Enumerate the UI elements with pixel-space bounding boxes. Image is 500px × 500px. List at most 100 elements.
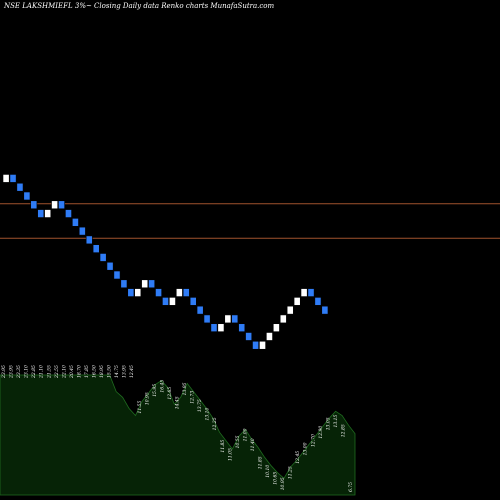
price-label: 13.75 [197,399,203,412]
price-label: 12.85 [341,424,347,437]
renko-bricks [2,174,329,350]
down-brick [85,235,93,245]
price-label: 12.90 [318,426,324,439]
price-label: 22.85 [31,365,37,379]
up-brick [141,279,149,289]
price-label: 22.10 [61,365,67,379]
up-brick [175,288,183,297]
price-label: 10.95 [144,392,150,405]
down-brick [113,270,121,280]
volume-fill [0,374,356,496]
down-brick [321,305,329,315]
up-brick [293,297,301,306]
down-brick [30,200,38,210]
price-label: 23.95 [9,365,15,379]
down-brick [37,209,45,218]
price-label: 13.00 [303,442,309,455]
price-label: 18.70 [76,365,82,378]
price-label: 11.40 [250,438,256,451]
price-label: 13.95 [122,365,128,378]
down-brick [196,305,204,315]
price-label: 21.55 [46,365,52,379]
price-label: 11.55 [137,400,143,413]
down-brick [189,297,197,306]
up-brick [51,200,59,210]
down-brick [203,314,211,324]
price-label: 17.85 [84,365,90,378]
price-label: 11.05 [227,448,233,461]
price-label: 18.95 [99,365,105,378]
down-brick [314,297,322,306]
price-label: 22.55 [54,365,60,379]
up-brick [134,288,142,297]
price-label: 11.00 [242,428,248,441]
price-label: 10.95 [280,477,286,490]
price-label: 14.75 [114,365,120,378]
down-brick [231,314,239,324]
up-brick [266,332,273,341]
volume-area [0,374,356,496]
price-label: 12.73 [190,391,196,404]
price-label: 13.15 [333,414,339,427]
down-brick [238,323,246,332]
up-brick [169,297,176,306]
chart-title: NSE LAKSHMIEFL 3%~ Closing Daily data Re… [3,2,275,10]
price-label: 13.05 [325,417,331,430]
price-label: 23.35 [16,365,22,379]
price-label: 20.45 [69,365,75,379]
price-label: 10.65 [273,472,279,485]
price-label: 12.45 [129,365,135,378]
down-brick [120,279,128,289]
up-brick [259,340,266,350]
down-brick [245,332,253,341]
down-brick [182,288,190,297]
price-label: 11.85 [258,456,264,469]
price-labels: 23.95 23.95 23.35 23.10 22.85 21.10 21.55 22.55… [1,365,354,492]
up-brick [224,314,232,324]
up-brick [2,174,10,183]
down-brick [72,218,79,227]
price-label: 16.45 [159,380,165,393]
reference-lines [0,203,500,239]
down-brick [58,200,65,210]
price-label: 13.10 [205,407,211,420]
down-brick [9,174,17,183]
price-label: 14.45 [175,396,181,409]
price-label: 10.10 [265,465,271,478]
price-label: 23.10 [24,365,30,379]
price-label: 16.50 [92,365,98,378]
price-label: 12.45 [295,451,301,464]
price-label: 23.95 [1,365,7,379]
up-brick [279,314,287,324]
price-label: 11.85 [220,440,226,453]
up-brick [300,288,308,297]
down-brick [252,340,259,350]
down-brick [92,244,100,253]
down-brick [148,279,156,289]
down-brick [65,209,72,218]
price-label: 12.25 [212,417,218,430]
price-label: 12.65 [167,387,173,400]
down-brick [155,288,162,297]
down-brick [78,226,86,236]
down-brick [23,191,31,201]
price-label: 21.10 [39,365,45,379]
price-label: 10.55 [235,435,241,448]
down-brick [99,253,107,262]
down-brick [307,288,315,297]
up-brick [217,323,225,332]
down-brick [16,182,24,192]
down-brick [106,261,114,271]
price-label: 12.70 [310,434,316,447]
up-brick [44,209,52,218]
price-label: 11.25 [288,466,294,479]
price-label: 13.95 [182,382,188,395]
up-brick [272,323,280,332]
down-brick [162,297,169,306]
down-brick [127,288,135,297]
up-brick [286,305,294,315]
price-label: 15.50 [107,365,113,378]
price-label: 6.75 [348,482,354,492]
